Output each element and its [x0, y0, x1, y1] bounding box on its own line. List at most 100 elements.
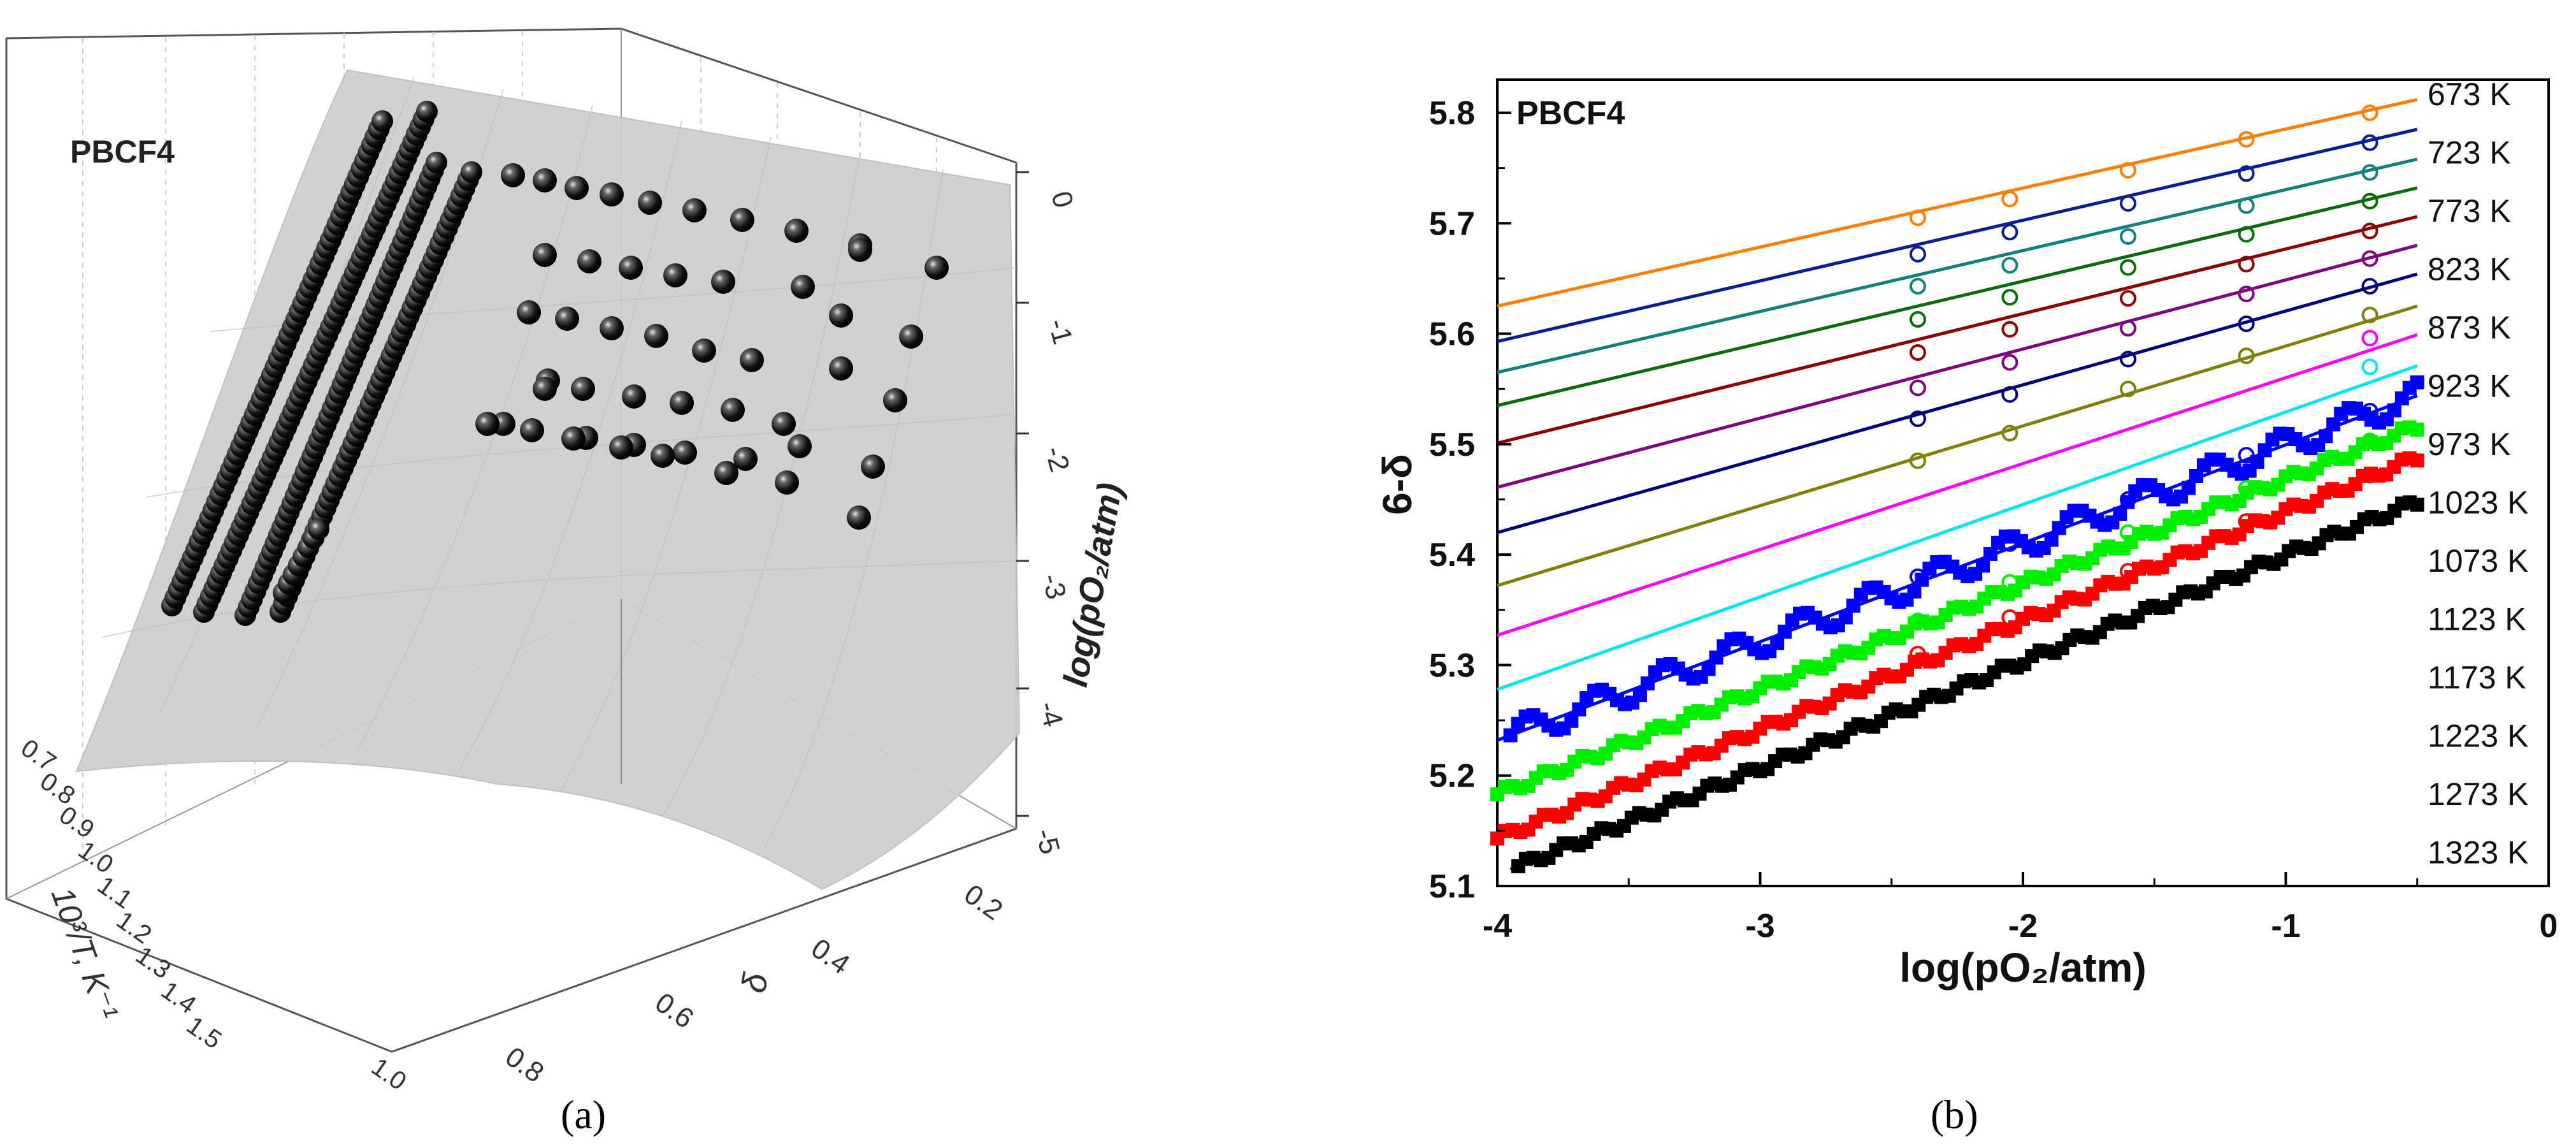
data-sphere [673, 440, 697, 465]
data-marker-circle [2361, 104, 2378, 121]
data-marker-circle [2238, 315, 2255, 332]
data-marker-circle [1910, 613, 1926, 630]
fit-line [1497, 333, 2418, 637]
data-sphere [426, 152, 447, 173]
data-sphere [520, 418, 544, 442]
data-sphere [791, 275, 815, 299]
data-sphere [829, 356, 853, 381]
legend-entry: 1323 K [2428, 835, 2528, 871]
data-marker-circle [2001, 574, 2018, 591]
data-sphere [861, 454, 885, 479]
y-tick-label: 5.6 [1429, 316, 1475, 353]
data-marker-circle [2238, 256, 2255, 273]
fit-line [1497, 215, 2418, 445]
y-tick-label: 5.1 [1429, 868, 1475, 905]
legend-entry: 923 K [2428, 368, 2511, 404]
data-marker-circle [2238, 131, 2255, 148]
data-marker-circle [1910, 344, 1926, 361]
data-sphere [847, 505, 871, 530]
data-marker-square [1907, 584, 1922, 599]
data-marker-circle [2361, 193, 2378, 210]
delta-axis-label: δ [735, 970, 775, 996]
data-sphere [829, 303, 853, 328]
data-marker-circle [2238, 286, 2255, 303]
data-marker-square [1564, 713, 1579, 728]
data-marker-circle [2361, 330, 2378, 347]
data-marker-circle [2361, 134, 2378, 151]
data-sphere [533, 243, 557, 267]
data-sphere [925, 256, 949, 280]
data-marker-circle [2120, 351, 2136, 368]
data-sphere [371, 110, 393, 132]
data-marker-circle [2001, 609, 2018, 626]
data-marker-square [2044, 532, 2059, 547]
legend-entry: 1273 K [2428, 776, 2528, 812]
data-marker-circle [2001, 191, 2018, 208]
data-marker-circle [1910, 311, 1926, 328]
data-marker-square [1838, 610, 1853, 625]
data-marker-circle [1910, 410, 1926, 427]
data-marker-square [1632, 688, 1647, 702]
legend-entry: 823 K [2428, 252, 2511, 287]
x-tick-label: 0 [2540, 908, 2558, 945]
fit-line [1497, 127, 2418, 344]
data-marker-circle [2120, 524, 2136, 541]
panel-b-line-plot: -4 -3 -2 -1 0 5.1 5.2 5.3 5.4 5.5 5.6 5.7 5.8 673 K 7… [1374, 76, 2558, 1137]
delta-tick-label: 0.2 [958, 878, 1008, 926]
data-sphere [577, 249, 601, 273]
data-marker-circle [2238, 347, 2255, 365]
fit-line [1497, 456, 2418, 840]
data-marker-circle [2120, 162, 2136, 179]
fit-line [1497, 394, 2418, 742]
data-sphere [733, 447, 758, 471]
fit-line [1497, 186, 2418, 407]
fit-line [1497, 304, 2418, 588]
fit-line [1497, 364, 2418, 691]
legend: 673 K 723 K 773 K 823 K 873 K 923 K 973 K 1023 … [2428, 76, 2528, 871]
panel-b-sample-label: PBCF4 [1516, 95, 1625, 132]
data-sphere [899, 324, 923, 349]
fit-line [1509, 500, 2418, 871]
x-tick-label: -4 [1483, 908, 1512, 945]
data-marker-circle [1910, 452, 1926, 469]
data-marker-circle [2120, 319, 2136, 337]
data-sphere [308, 518, 329, 540]
data-marker-circle [2361, 222, 2378, 240]
data-marker-circle [2238, 447, 2255, 464]
data-marker-square [1770, 636, 1785, 651]
fit-line [1497, 98, 2418, 308]
data-marker-circle [1910, 379, 1926, 396]
legend-entry: 1123 K [2428, 602, 2526, 637]
data-marker-square [2113, 507, 2127, 521]
data-sphere [561, 426, 586, 451]
temp-tick-label: 1.4 [156, 976, 201, 1019]
data-marker-circle [1910, 646, 1926, 663]
data-marker-circle [2120, 381, 2136, 398]
data-marker-circle [2001, 224, 2018, 241]
data-sphere [711, 270, 735, 294]
legend-entry: 1223 K [2428, 718, 2528, 754]
data-sphere [663, 263, 687, 287]
data-marker-square [2410, 375, 2424, 389]
data-marker-circle [2001, 321, 2018, 338]
fit-line [1497, 157, 2418, 374]
data-marker-circle [2001, 257, 2018, 274]
y-tick-label: 5.8 [1429, 95, 1475, 132]
data-marker-circle [2001, 535, 2018, 552]
x-tick-label: -3 [1745, 908, 1774, 945]
data-marker-circle [2361, 432, 2378, 449]
x-tick-label: -1 [2271, 908, 2300, 945]
data-sphere [600, 182, 624, 207]
data-marker-square [1701, 662, 1716, 676]
data-sphere [533, 377, 557, 401]
z-axis-tick-labels: 0 -1 -2 -3 -4 -5 [1029, 188, 1079, 857]
data-spheres [161, 101, 949, 626]
z-tick-label: -1 [1042, 316, 1078, 347]
legend-entry: 1073 K [2428, 543, 2528, 579]
data-marker-circle [1910, 568, 1926, 585]
data-sphere [475, 412, 500, 436]
data-sphere [740, 348, 764, 372]
delta-tick-label: 0.6 [649, 987, 699, 1035]
panel-a-sample-label: PBCF4 [70, 134, 175, 170]
legend-entry: 873 K [2428, 310, 2511, 345]
